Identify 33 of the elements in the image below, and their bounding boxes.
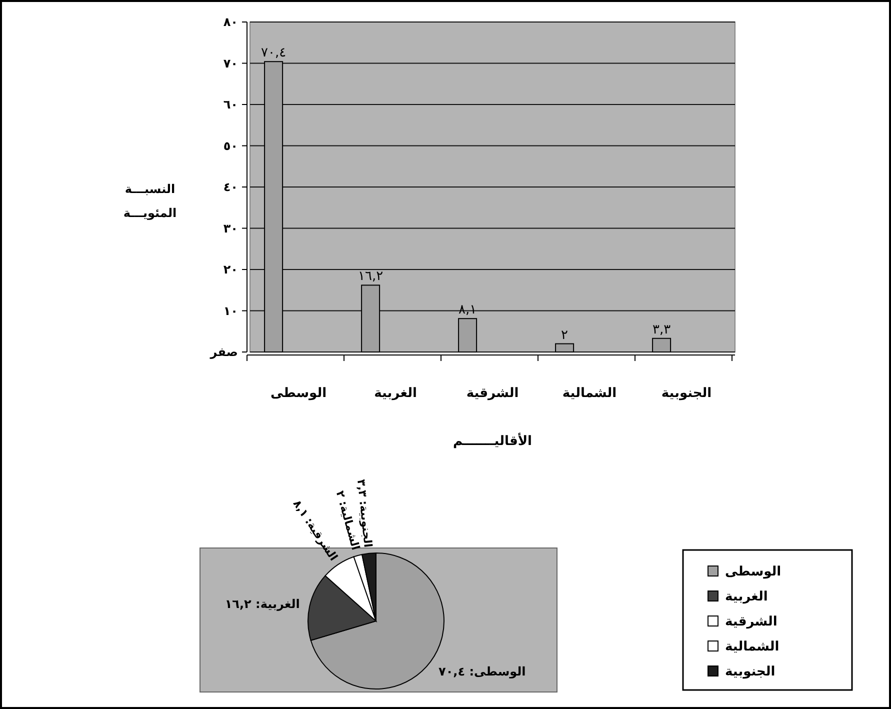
bar: [555, 343, 574, 352]
x-tick-label: الوسطى: [270, 386, 327, 401]
legend-label: الجنوبية: [725, 664, 776, 680]
x-tick-label: الشمالية: [562, 386, 617, 401]
data-label: ٣,٣: [652, 322, 671, 338]
data-label: الوسطى: ٧٠,٤: [438, 664, 526, 679]
data-label: ٧٠,٤: [261, 46, 286, 61]
bar: [458, 318, 478, 352]
y-tick-label: ١٠: [223, 304, 238, 318]
y-tick-label: ٦٠: [223, 98, 238, 112]
x-tick-label: الشرقية: [466, 386, 519, 401]
y-tick-label: ٨٠: [223, 15, 238, 30]
y-tick-label: ٣٠: [223, 221, 238, 236]
x-axis-title: الأقاليـــــــم: [452, 432, 532, 449]
legend-label: الشمالية: [725, 640, 780, 655]
y-tick-label: صفر: [209, 345, 238, 360]
bar: [361, 284, 380, 352]
data-label: الغربية: ١٦,٢: [224, 596, 300, 611]
legend-label: الوسطى: [725, 564, 782, 580]
y-axis-title: النسبـــة المئويـــة: [123, 182, 177, 220]
data-label: ٢: [561, 328, 568, 343]
bar: [264, 61, 284, 352]
x-tick-label: الجنوبية: [661, 386, 712, 401]
y-tick-label: ٤٠: [223, 180, 238, 194]
y-tick-label: ٥٠: [223, 138, 238, 153]
bar: [652, 338, 672, 352]
y-tick-label: ٧٠: [223, 56, 238, 70]
legend-label: الشرقية: [725, 614, 778, 630]
y-tick-label: ٢٠: [223, 262, 238, 277]
legend-label: الغربية: [725, 590, 768, 605]
x-tick-label: الغربية: [374, 386, 417, 401]
data-label: الشرقية: ٨,١: [290, 498, 340, 564]
data-label: ١٦,٢: [358, 269, 384, 284]
